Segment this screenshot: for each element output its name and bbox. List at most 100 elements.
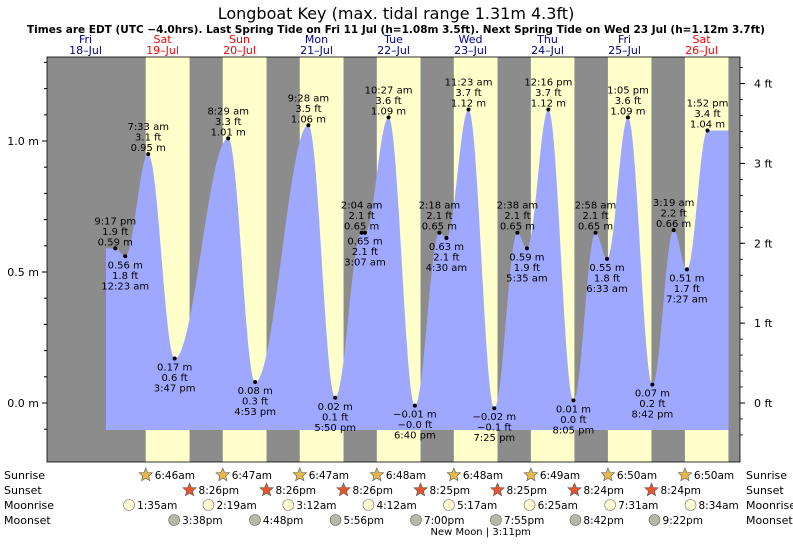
tide-label: 5:35 am bbox=[506, 273, 548, 284]
row-label-moonrise-right: Moonrise bbox=[746, 499, 793, 512]
tide-label: 9:17 pm bbox=[94, 216, 136, 227]
moonset-icon bbox=[648, 514, 661, 526]
tide-label: 4:53 pm bbox=[234, 407, 276, 418]
day-name: Fri bbox=[618, 33, 631, 46]
tide-label: 12:23 am bbox=[101, 281, 149, 292]
tide-point bbox=[605, 256, 610, 261]
tide-label: −0.01 m bbox=[393, 410, 437, 421]
row-label-moonset-left: Moonset bbox=[4, 514, 51, 527]
tide-label: 0.17 m bbox=[157, 362, 192, 373]
tide-label: 0.56 m bbox=[108, 260, 143, 271]
tide-point bbox=[444, 235, 449, 240]
sunrise-star-icon bbox=[292, 467, 308, 482]
day-name: Tue bbox=[383, 33, 403, 46]
moonrise-time: 7:31am bbox=[618, 500, 658, 512]
moonrise-time: 6:25am bbox=[538, 500, 578, 512]
tide-label: 0.63 m bbox=[429, 242, 464, 253]
tide-label: 3.6 ft bbox=[615, 96, 641, 107]
sunrise-time: 6:48am bbox=[463, 470, 503, 482]
tide-label: 2:58 am bbox=[575, 201, 617, 212]
sunrise-time: 6:50am bbox=[617, 470, 657, 482]
tide-label: 2.1 ft bbox=[348, 211, 374, 222]
chart-subtitle: Times are EDT (UTC −4.0hrs). Last Spring… bbox=[27, 24, 765, 36]
tide-label: 0.55 m bbox=[589, 263, 624, 274]
tide-label: 0.65 m bbox=[500, 222, 535, 233]
sunrise-star-icon bbox=[446, 467, 462, 482]
tide-label: 0.65 m bbox=[578, 222, 613, 233]
tide-label: 1.9 ft bbox=[514, 263, 540, 274]
tide-label: 0.66 m bbox=[656, 219, 691, 230]
tide-point bbox=[546, 107, 551, 112]
moonrise-icon bbox=[362, 499, 375, 511]
tide-point bbox=[650, 382, 655, 387]
day-date: 23–Jul bbox=[454, 44, 487, 57]
moonrise-time: 2:19am bbox=[216, 500, 256, 512]
tide-label: 2.1 ft bbox=[352, 247, 378, 258]
sunrise-time: 6:50am bbox=[694, 470, 734, 482]
moonset-icon bbox=[410, 514, 422, 526]
moonrise-time: 8:34am bbox=[698, 500, 738, 512]
tide-label: −0.1 ft bbox=[477, 423, 512, 434]
moonset-time: 3:38pm bbox=[182, 515, 222, 527]
moonset-time: 4:48pm bbox=[263, 515, 303, 527]
tide-point bbox=[253, 380, 258, 385]
tide-label: 0.95 m bbox=[131, 143, 166, 154]
moonrise-time: 4:12am bbox=[376, 500, 416, 512]
y-tick-label-ft: 3 ft bbox=[754, 157, 773, 170]
tide-label: 3.1 ft bbox=[135, 133, 161, 144]
tide-label: 3.7 ft bbox=[455, 88, 481, 99]
moonrise-icon bbox=[123, 499, 135, 511]
day-name: Sat bbox=[692, 33, 711, 46]
tide-label: 8:42 pm bbox=[632, 410, 674, 421]
tide-label: 3.3 ft bbox=[215, 117, 241, 128]
moonrise-time: 5:17am bbox=[457, 500, 497, 512]
tide-point bbox=[524, 246, 529, 251]
sunrise-star-icon bbox=[215, 467, 231, 482]
row-label-sunset-right: Sunset bbox=[746, 484, 784, 497]
sunset-star-icon bbox=[336, 482, 351, 497]
sunrise-star-icon bbox=[677, 467, 693, 482]
day-name: Sat bbox=[153, 33, 172, 46]
tide-label: 0.1 ft bbox=[322, 412, 348, 423]
tide-label: 2:04 am bbox=[341, 201, 383, 212]
row-label-sunrise-left: Sunrise bbox=[4, 469, 45, 482]
tide-label: 11:23 am bbox=[445, 78, 493, 89]
tide-label: 0.59 m bbox=[509, 252, 544, 263]
tide-point bbox=[146, 152, 151, 157]
tide-label: 1.8 ft bbox=[112, 271, 138, 282]
tide-label: 3:47 pm bbox=[154, 383, 196, 394]
tide-label: 2.2 ft bbox=[660, 209, 686, 220]
tide-point bbox=[306, 123, 311, 128]
sunset-time: 8:26pm bbox=[199, 485, 239, 497]
tide-point bbox=[705, 128, 710, 133]
tide-label: 3:07 am bbox=[344, 258, 386, 269]
tide-point bbox=[113, 246, 118, 251]
sunrise-time: 6:48am bbox=[386, 470, 426, 482]
sunrise-star-icon bbox=[523, 467, 539, 482]
tide-point bbox=[515, 230, 520, 235]
tide-label: 9:28 am bbox=[288, 93, 330, 104]
tide-label: 2.1 ft bbox=[582, 211, 608, 222]
tide-label: 0.2 ft bbox=[639, 399, 665, 410]
sunset-time: 8:24pm bbox=[660, 485, 700, 497]
day-name: Fri bbox=[79, 33, 92, 46]
y-tick-label-ft: 2 ft bbox=[754, 237, 773, 250]
moonset-time: 8:42pm bbox=[583, 515, 623, 527]
tide-label: 3.4 ft bbox=[694, 109, 720, 120]
tide-label: 0.51 m bbox=[669, 273, 704, 284]
sunrise-time: 6:47am bbox=[232, 470, 272, 482]
tide-label: 6:40 pm bbox=[394, 431, 436, 442]
sunrise-time: 6:46am bbox=[155, 470, 195, 482]
tide-label: 1.8 ft bbox=[594, 273, 620, 284]
tide-label: 3.6 ft bbox=[375, 96, 401, 107]
y-tick-label-m: 0.5 m bbox=[7, 266, 39, 279]
sunset-star-icon bbox=[490, 482, 505, 497]
tide-label: 3.7 ft bbox=[535, 88, 561, 99]
tide-label: 12:16 pm bbox=[524, 78, 572, 89]
day-name: Thu bbox=[536, 33, 558, 46]
moonset-icon bbox=[569, 514, 582, 526]
day-date: 20–Jul bbox=[223, 44, 256, 57]
sunset-time: 8:25pm bbox=[430, 485, 470, 497]
